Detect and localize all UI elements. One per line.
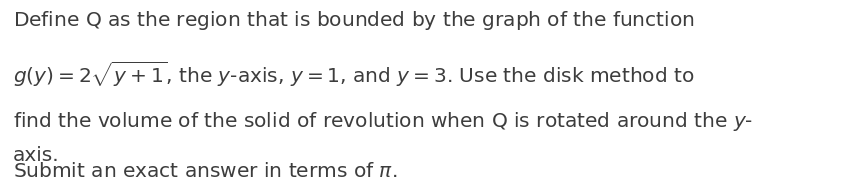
Text: find the volume of the solid of revolution when $\mathcal{Q}$ is rotated around : find the volume of the solid of revoluti… <box>13 110 753 133</box>
Text: axis.: axis. <box>13 146 59 165</box>
Text: Submit an exact answer in terms of $\pi$.: Submit an exact answer in terms of $\pi$… <box>13 162 397 181</box>
Text: Define $\mathcal{Q}$ as the region that is bounded by the graph of the function: Define $\mathcal{Q}$ as the region that … <box>13 9 695 32</box>
Text: $g(y) = 2\sqrt{y+1}$, the $y$-axis, $y = 1$, and $y = 3$. Use the disk method to: $g(y) = 2\sqrt{y+1}$, the $y$-axis, $y =… <box>13 60 694 89</box>
